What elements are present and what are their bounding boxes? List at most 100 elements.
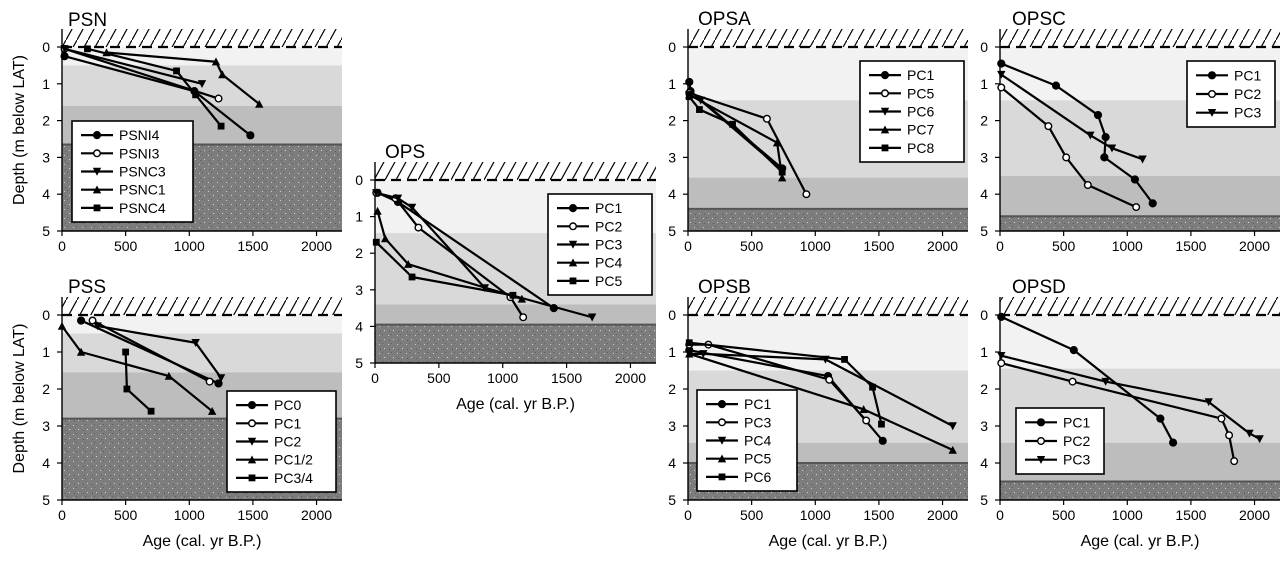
data-point [587, 313, 597, 322]
series-ops-pc5 [372, 238, 517, 299]
panel-title: OPSB [698, 277, 751, 298]
y-tick-label: 5 [668, 492, 676, 508]
y-tick-label: 1 [355, 209, 363, 225]
legend-label: PSNI3 [119, 145, 160, 161]
data-point [685, 349, 694, 358]
zone-band-3 [1000, 175, 1280, 217]
x-tick-label: 1500 [237, 238, 268, 254]
legend-swatch-marker [568, 258, 578, 267]
data-point [214, 379, 223, 388]
data-point [1132, 203, 1141, 212]
legend-label: PC3 [1234, 105, 1261, 121]
x-tick-label: 2000 [927, 238, 958, 254]
data-point [218, 70, 227, 79]
zone-band-1 [1000, 315, 1280, 369]
data-point [76, 316, 86, 325]
y-tick-label: 3 [980, 418, 988, 434]
data-point [197, 80, 207, 88]
legend-label: PSNC4 [119, 200, 166, 216]
y-tick-label: 0 [980, 39, 988, 55]
legend-label: PC4 [744, 433, 771, 449]
data-point [414, 223, 423, 232]
legend-opsa: PC1 PC5 PC6 PC7 PC8 [859, 60, 965, 163]
legend-swatch-marker [1036, 437, 1045, 446]
legend-label: PC1 [1234, 67, 1261, 83]
data-point [205, 377, 214, 386]
hatch-band [1000, 29, 1280, 47]
y-tick-label: 5 [980, 223, 988, 239]
data-point [381, 234, 390, 243]
data-point [685, 77, 694, 87]
y-tick-label: 3 [42, 418, 50, 434]
x-tick-label: 0 [58, 238, 66, 254]
legend-label: PC2 [595, 218, 622, 234]
y-tick-label: 0 [42, 39, 50, 55]
legend-label: PC3 [595, 237, 622, 253]
series-line [80, 319, 220, 385]
legend-label: PC1/2 [274, 452, 313, 468]
x-tick-label: 1000 [174, 507, 205, 523]
data-point [696, 106, 703, 113]
legend-swatch-marker [569, 222, 578, 231]
data-point [778, 168, 786, 176]
panel-title: OPSD [1012, 277, 1066, 298]
legend-swatch-marker [718, 473, 726, 481]
data-point [997, 59, 1006, 68]
sediment-band [375, 324, 656, 363]
series-pss-pc3-4 [122, 348, 155, 415]
x-tick-label: 1500 [863, 238, 894, 254]
x-tick-label: 1000 [800, 507, 831, 523]
data-point [802, 190, 811, 199]
legend-swatch-marker [569, 277, 577, 285]
legend-swatch-marker [93, 204, 101, 212]
y-tick-label: 3 [42, 149, 50, 165]
series-opsd-pc2 [997, 359, 1239, 466]
x-tick-label: 500 [427, 370, 451, 386]
series-pss-pc0 [76, 316, 223, 388]
legend-label: PC6 [907, 104, 934, 120]
data-point [1100, 153, 1109, 162]
x-tick-label: 1000 [1112, 238, 1143, 254]
x-tick-label: 1500 [1175, 238, 1206, 254]
data-point [1230, 457, 1239, 466]
y-tick-label: 1 [42, 76, 50, 92]
sediment-band [1000, 481, 1280, 500]
data-point [841, 356, 848, 363]
x-tick-label: 1000 [174, 238, 205, 254]
y-tick-label: 0 [668, 307, 676, 323]
legend-swatch-marker [247, 401, 257, 410]
legend-label: PC5 [744, 451, 771, 467]
x-tick-label: 0 [684, 238, 692, 254]
legend-swatch-marker [92, 149, 101, 158]
hatch-band [688, 297, 968, 315]
legend-swatch-marker [1207, 89, 1216, 98]
data-point [408, 273, 416, 281]
y-axis-title: Depth (m below LAT) [11, 55, 28, 205]
data-point [1245, 429, 1254, 438]
data-point [948, 445, 957, 454]
x-axis-title: Age (cal. yr B.P.) [769, 533, 888, 550]
legend-swatch-marker [880, 107, 890, 116]
legend-ops: PC1 PC2 PC3 PC4 PC5 [547, 193, 653, 296]
y-tick-label: 1 [668, 344, 676, 360]
y-tick-label: 0 [355, 172, 363, 188]
x-axis-title: Age (cal. yr B.P.) [143, 533, 262, 550]
data-point [1044, 122, 1053, 131]
y-tick-label: 5 [980, 492, 988, 508]
data-point [393, 194, 403, 203]
hatch-band [62, 297, 342, 315]
data-point [217, 122, 225, 130]
data-point [1130, 175, 1140, 184]
legend-swatch-marker [92, 185, 102, 194]
data-point [1051, 81, 1061, 90]
data-point [60, 45, 69, 54]
legend-swatch-marker [247, 455, 257, 464]
y-axis-title: Depth (m below LAT) [11, 324, 28, 474]
panel-title: OPSC [1012, 9, 1066, 30]
x-tick-label: 1000 [487, 370, 518, 386]
data-point [1101, 377, 1110, 386]
y-tick-label: 1 [42, 344, 50, 360]
x-tick-label: 500 [740, 238, 764, 254]
